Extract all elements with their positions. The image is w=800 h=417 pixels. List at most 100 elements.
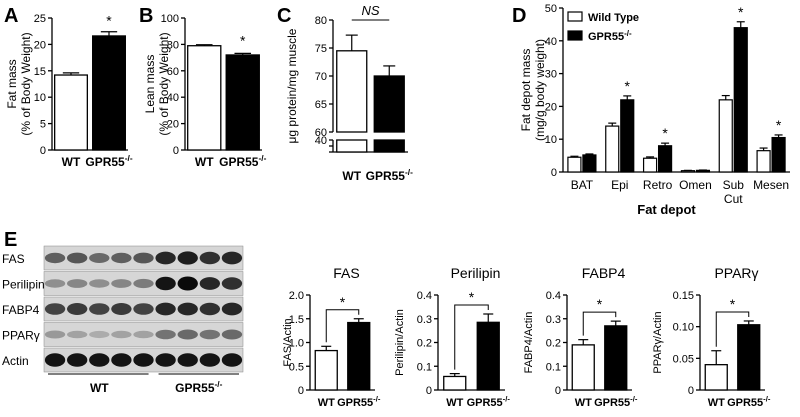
- blot-band: [177, 353, 198, 367]
- chart-e-perilipin: Perilipin 0 0.1 0.2 0.3 0.4 Perilipin/Actin *: [394, 265, 505, 397]
- y-tick-label: 80: [315, 15, 327, 27]
- bar-wt: [187, 45, 222, 151]
- blot-band: [44, 279, 66, 288]
- bar-ko: [657, 145, 673, 173]
- blot-band: [111, 303, 132, 315]
- y-tick-label: 0.3: [546, 314, 561, 326]
- x-tick-label: WT: [195, 155, 214, 169]
- y-tick-label: 20: [545, 101, 557, 113]
- y-tick-label: 0: [173, 145, 179, 157]
- bar-ko: [582, 154, 597, 173]
- bar-ko: [620, 99, 635, 173]
- blot-band: [133, 353, 154, 367]
- panel-letter-d: D: [512, 5, 526, 27]
- significance-bracket: [325, 309, 360, 343]
- blot-band: [89, 253, 110, 263]
- significance-star: *: [106, 13, 112, 29]
- significance-bracket: [454, 304, 489, 370]
- x-tick-label: Cut: [724, 192, 743, 206]
- y-tick-label: 0.1: [417, 361, 432, 373]
- x-tick-label: WT: [708, 397, 725, 409]
- y-axis-label: (% of Body Weight): [19, 32, 33, 135]
- western-blot: FAS Perilipin FABP4 PPARγ Actin: [2, 245, 244, 375]
- blot-band: [89, 303, 110, 315]
- blot-row-label: FAS: [2, 252, 25, 266]
- x-tick-label: Omen: [679, 178, 712, 192]
- significance-star: *: [597, 296, 603, 312]
- bar-lower-gpr55: [373, 139, 405, 153]
- bar-gpr55: [737, 324, 761, 391]
- chart-e-pparg: PPARγ 0 0.05 0.10 0.15 PPARγ/Actin *: [652, 265, 765, 397]
- y-tick-label: 0: [688, 385, 694, 397]
- blot-band: [221, 302, 243, 316]
- blot-band: [133, 278, 154, 289]
- blot-band: [177, 329, 198, 340]
- y-axis-label: Perilipin/Actin: [394, 309, 406, 376]
- y-tick-label: 60: [315, 127, 327, 139]
- legend-swatch: [567, 30, 583, 41]
- y-tick-label: 1.5: [289, 314, 304, 326]
- blot-row-label: FABP4: [2, 303, 40, 317]
- blot-band: [66, 353, 88, 367]
- bar-gpr55: [476, 321, 500, 391]
- blot-band: [199, 353, 221, 367]
- significance-star: *: [240, 32, 246, 48]
- x-tick-label: WT: [342, 169, 361, 183]
- x-tick-label: BAT: [571, 178, 594, 192]
- bar-wt: [571, 344, 595, 391]
- y-tick-label: 0.2: [417, 338, 432, 350]
- chart-e-fas: FAS 0 0.5 1.0 1.5 2.0 FAS/Actin *: [282, 265, 375, 397]
- y-tick-label: 100: [161, 13, 179, 25]
- blot-row-label: PPARγ: [2, 329, 40, 343]
- y-axis-label: FABP4/Actin: [523, 312, 535, 374]
- x-tick-label: Mesen: [753, 178, 789, 192]
- blot-band: [199, 329, 221, 340]
- y-tick-label: 0.5: [289, 361, 304, 373]
- y-tick-label: 5: [40, 119, 46, 131]
- panel-letter-e: E: [4, 229, 17, 251]
- x-tick-label: Sub: [723, 178, 745, 192]
- x-tick-label: WT: [62, 155, 81, 169]
- blot-band: [199, 302, 221, 316]
- chart-e-fabp4: FABP4 0 0.1 0.2 0.3 0.4 FABP4/Actin *: [523, 265, 632, 397]
- y-axis-label: μg protein/mg muscle: [285, 28, 299, 143]
- chart-b: 0 20 40 60 80 100 Lean mass (% of Body Weight): [143, 13, 262, 157]
- y-tick-label: 50: [545, 3, 557, 15]
- y-tick-label: 20: [167, 119, 179, 131]
- blot-band: [111, 330, 132, 339]
- bar-upper-gpr55: [373, 75, 405, 133]
- y-tick-label: 0.10: [673, 322, 694, 334]
- y-axis-label: (% of Body Weight): [157, 32, 171, 135]
- significance-star: *: [738, 4, 744, 20]
- ns-label: NS: [361, 3, 379, 18]
- y-tick-label: 75: [315, 43, 327, 55]
- x-tick-label: GPR55-/-: [366, 167, 413, 183]
- blot-row-label: Perilipin: [2, 278, 45, 292]
- significance-star: *: [776, 117, 782, 133]
- significance-bracket: [582, 311, 617, 336]
- y-tick-label: 60: [167, 66, 179, 78]
- y-tick-label: 80: [167, 39, 179, 51]
- y-axis-label: Lean mass: [143, 55, 157, 114]
- y-axis-label: Fat mass: [5, 59, 19, 108]
- x-tick-label: WT: [446, 397, 463, 409]
- blot-band: [44, 303, 66, 315]
- bar-gpr55: [347, 321, 371, 391]
- bar-wt: [756, 150, 771, 173]
- blot-band: [89, 330, 110, 339]
- chart-title: PPARγ: [714, 265, 758, 281]
- y-tick-label: 0.15: [673, 290, 694, 302]
- x-tick-label: GPR55-/-: [85, 153, 132, 169]
- x-axis-title: Fat depot: [637, 202, 696, 217]
- y-tick-label: 70: [315, 71, 327, 83]
- x-tick-label: GPR55-/-: [594, 395, 638, 409]
- y-tick-label: 0.2: [546, 338, 561, 350]
- blot-band: [133, 330, 154, 339]
- significance-star: *: [662, 125, 668, 141]
- x-tick-label: Epi: [611, 178, 628, 192]
- y-tick-label: 15: [34, 66, 46, 78]
- x-tick-label: GPR55-/-: [219, 153, 266, 169]
- y-tick-label: 0.4: [417, 290, 432, 302]
- significance-star: *: [625, 78, 631, 94]
